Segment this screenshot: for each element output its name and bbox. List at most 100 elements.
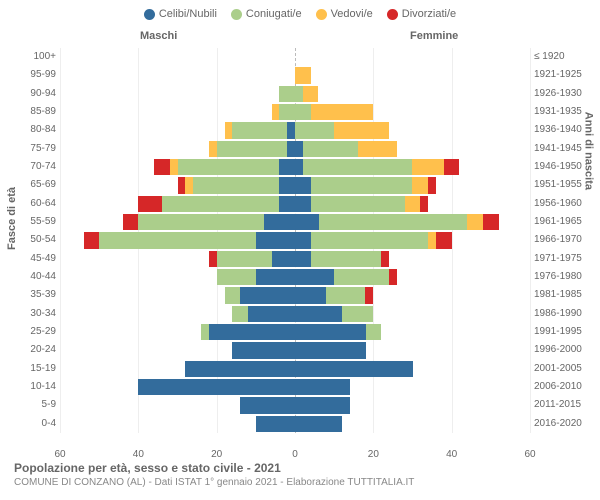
bar-segment (295, 232, 311, 248)
legend-label: Vedovi/e (331, 8, 373, 20)
age-label: 85-89 (12, 103, 56, 121)
bar-segment (389, 269, 397, 285)
bar-segment (311, 196, 405, 212)
x-tick: 40 (446, 449, 457, 460)
bar-male (178, 177, 295, 193)
age-row: 100+≤ 1920 (60, 48, 530, 66)
bar-segment (483, 214, 499, 230)
age-row: 20-241996-2000 (60, 341, 530, 359)
birth-label: 1996-2000 (534, 341, 590, 359)
age-row: 30-341986-1990 (60, 305, 530, 323)
bar-male (201, 324, 295, 340)
bar-male (272, 104, 295, 120)
bar-segment (138, 196, 162, 212)
bar-segment (428, 232, 436, 248)
bar-segment (295, 67, 311, 83)
bar-segment (185, 361, 295, 377)
bar-female (295, 361, 413, 377)
age-row: 40-441976-1980 (60, 268, 530, 286)
bar-segment (303, 159, 413, 175)
age-row: 75-791941-1945 (60, 140, 530, 158)
bar-female (295, 416, 342, 432)
bar-female (295, 342, 366, 358)
x-tick: 0 (292, 449, 298, 460)
bar-segment (436, 232, 452, 248)
bar-segment (428, 177, 436, 193)
bar-segment (170, 159, 178, 175)
bar-segment (295, 122, 334, 138)
bar-segment (420, 196, 428, 212)
bar-segment (358, 141, 397, 157)
age-label: 20-24 (12, 341, 56, 359)
bar-male (154, 159, 295, 175)
age-row: 45-491971-1975 (60, 250, 530, 268)
age-label: 50-54 (12, 231, 56, 249)
age-row: 65-691951-1955 (60, 176, 530, 194)
bar-male (240, 397, 295, 413)
bar-segment (405, 196, 421, 212)
bar-segment (138, 214, 263, 230)
bar-segment (295, 177, 311, 193)
birth-label: 2016-2020 (534, 415, 590, 433)
birth-label: 1936-1940 (534, 121, 590, 139)
age-row: 35-391981-1985 (60, 286, 530, 304)
birth-label: 2001-2005 (534, 360, 590, 378)
birth-label: 2006-2010 (534, 378, 590, 396)
legend-item: Vedovi/e (316, 8, 373, 20)
birth-label: 1961-1965 (534, 213, 590, 231)
bar-segment (326, 287, 365, 303)
age-label: 15-19 (12, 360, 56, 378)
bar-segment (272, 251, 296, 267)
bar-segment (295, 306, 342, 322)
x-tick: 60 (524, 449, 535, 460)
bar-segment (201, 324, 209, 340)
age-label: 55-59 (12, 213, 56, 231)
grid-line (530, 48, 531, 433)
bar-female (295, 251, 389, 267)
bar-segment (217, 269, 256, 285)
age-row: 5-92011-2015 (60, 396, 530, 414)
age-label: 70-74 (12, 158, 56, 176)
age-row: 55-591961-1965 (60, 213, 530, 231)
birth-label: 1976-1980 (534, 268, 590, 286)
bar-segment (185, 177, 193, 193)
bar-segment (295, 361, 413, 377)
bar-segment (366, 324, 382, 340)
bar-segment (334, 122, 389, 138)
legend-item: Coniugati/e (231, 8, 302, 20)
bar-male (279, 86, 295, 102)
bar-segment (295, 324, 366, 340)
bar-segment (225, 287, 241, 303)
bar-female (295, 379, 350, 395)
bar-female (295, 287, 373, 303)
legend-swatch (144, 9, 155, 20)
bar-segment (178, 177, 186, 193)
bar-segment (162, 196, 280, 212)
gender-label-female: Femmine (410, 30, 458, 42)
bar-female (295, 141, 397, 157)
bar-segment (295, 397, 350, 413)
bar-female (295, 269, 397, 285)
bar-segment (240, 397, 295, 413)
birth-label: 1986-1990 (534, 305, 590, 323)
bar-segment (295, 342, 366, 358)
bar-segment (444, 159, 460, 175)
bar-segment (272, 104, 280, 120)
bar-segment (467, 214, 483, 230)
birth-label: 1941-1945 (534, 140, 590, 158)
birth-label: 1951-1955 (534, 176, 590, 194)
birth-label: 1981-1985 (534, 286, 590, 304)
bar-female (295, 104, 373, 120)
bar-segment (319, 214, 468, 230)
birth-label: 1921-1925 (534, 66, 590, 84)
bar-segment (295, 416, 342, 432)
bar-segment (365, 287, 373, 303)
footer: Popolazione per età, sesso e stato civil… (14, 461, 414, 488)
bar-segment (381, 251, 389, 267)
age-row: 70-741946-1950 (60, 158, 530, 176)
bar-segment (232, 306, 248, 322)
bar-segment (279, 104, 295, 120)
bar-segment (295, 379, 350, 395)
age-row: 0-42016-2020 (60, 415, 530, 433)
x-tick: 60 (54, 449, 65, 460)
